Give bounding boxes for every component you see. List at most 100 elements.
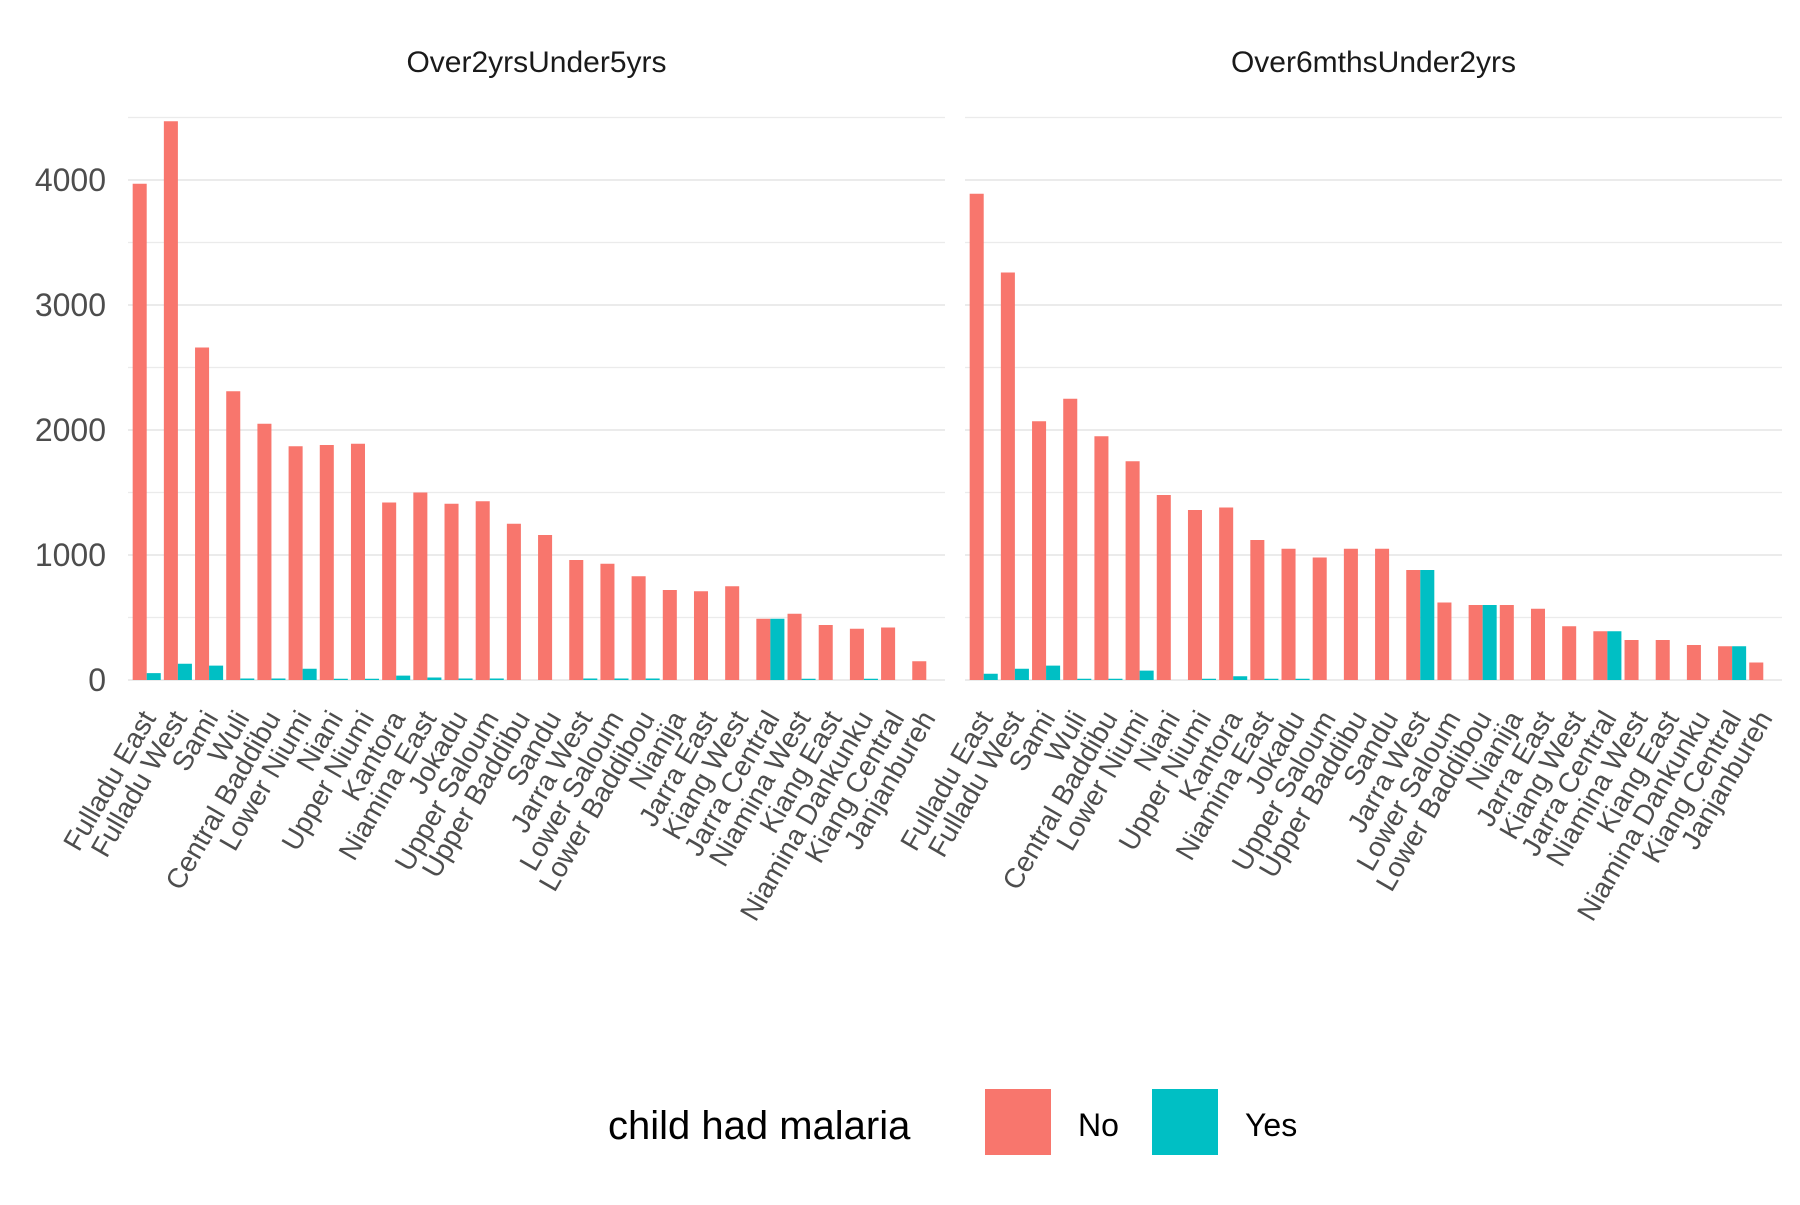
bar-yes [1077, 678, 1092, 680]
bar-no [725, 586, 740, 680]
bar-no [1530, 608, 1546, 680]
bar-no [1406, 570, 1421, 680]
bar-yes [1607, 631, 1622, 680]
bar-no [319, 445, 334, 680]
bar-yes [209, 665, 224, 680]
bar-no [1032, 421, 1047, 680]
bar-yes [983, 673, 998, 680]
bar-yes [1420, 570, 1435, 680]
bar-no [1000, 272, 1015, 680]
bar-no [257, 423, 272, 680]
bar-no [1468, 605, 1483, 680]
legend-key-no [985, 1089, 1051, 1155]
bar-no [288, 446, 303, 680]
bar-yes [146, 673, 161, 680]
bar-no [849, 628, 864, 680]
bar-no [226, 391, 241, 680]
bar-yes [1046, 665, 1061, 680]
bar-yes [1233, 676, 1248, 680]
bar-yes [863, 678, 878, 680]
bar-no [1312, 557, 1327, 680]
bar-no [969, 193, 984, 680]
bar-no [1686, 645, 1701, 680]
bar-no [1593, 631, 1608, 680]
bar-yes [396, 675, 411, 680]
bar-yes [1014, 668, 1029, 680]
bar-yes [1139, 670, 1154, 680]
legend-title: child had malaria [608, 1104, 911, 1148]
bar-no [1281, 548, 1296, 680]
bar-no [693, 591, 709, 680]
bar-yes [427, 677, 442, 680]
bar-no [1499, 605, 1514, 680]
bar-no [787, 613, 802, 680]
y-tick-label: 4000 [35, 162, 106, 198]
y-tick-label: 0 [88, 662, 106, 698]
bar-no [756, 618, 771, 680]
bar-no [881, 627, 896, 680]
legend-label: No [1078, 1107, 1119, 1143]
bar-no [163, 121, 178, 680]
bar-no [1219, 507, 1234, 680]
bar-no [195, 347, 210, 680]
bar-yes [1201, 678, 1217, 680]
bar-no [662, 590, 677, 680]
bar-no [1375, 548, 1390, 680]
bar-yes [614, 678, 629, 680]
bar-no [1343, 548, 1358, 680]
bar-no [413, 492, 428, 680]
y-tick-label: 3000 [35, 287, 106, 323]
bar-no [1094, 436, 1109, 680]
bar-no [1156, 495, 1171, 680]
y-tick-label: 1000 [35, 537, 106, 573]
bar-yes [240, 678, 255, 680]
bar-no [1250, 540, 1265, 680]
bar-yes [177, 663, 192, 680]
bar-yes [364, 678, 380, 680]
bar-yes [1732, 646, 1747, 680]
bar-no [1718, 646, 1733, 680]
bar-no [1562, 626, 1577, 680]
bar-yes [302, 668, 317, 680]
y-tick-label: 2000 [35, 412, 106, 448]
bar-yes [489, 678, 504, 680]
bar-no [475, 501, 490, 680]
bar-yes [801, 678, 816, 680]
bar-no [600, 563, 615, 680]
bar-no [1655, 640, 1670, 680]
bar-no [506, 523, 521, 680]
bar-no [1187, 510, 1202, 680]
legend-label: Yes [1245, 1107, 1297, 1143]
facet-title: Over2yrsUnder5yrs [406, 46, 666, 79]
bar-no [1125, 461, 1140, 680]
bar-no [444, 503, 459, 680]
bar-yes [1295, 678, 1310, 680]
bar-yes [333, 678, 348, 680]
bar-yes [458, 678, 473, 680]
bar-yes [271, 678, 286, 680]
bar-yes [770, 618, 785, 680]
bar-yes [583, 678, 598, 680]
bar-no [132, 183, 147, 680]
bar-no [350, 443, 365, 680]
bar-yes [1108, 678, 1123, 680]
bar-no [818, 625, 833, 680]
bar-no [1063, 398, 1078, 680]
bar-no [912, 661, 927, 680]
bar-no [569, 560, 584, 680]
bar-yes [645, 678, 660, 680]
bar-no [1437, 602, 1452, 680]
bar-no [382, 502, 397, 680]
bar-no [1624, 640, 1639, 680]
bar-no [1749, 662, 1764, 680]
bar-yes [1482, 605, 1497, 680]
bar-no [538, 535, 553, 680]
facet-title: Over6mthsUnder2yrs [1231, 46, 1516, 79]
legend-key-yes [1152, 1089, 1218, 1155]
bar-no [631, 576, 646, 680]
bar-yes [1264, 678, 1279, 680]
